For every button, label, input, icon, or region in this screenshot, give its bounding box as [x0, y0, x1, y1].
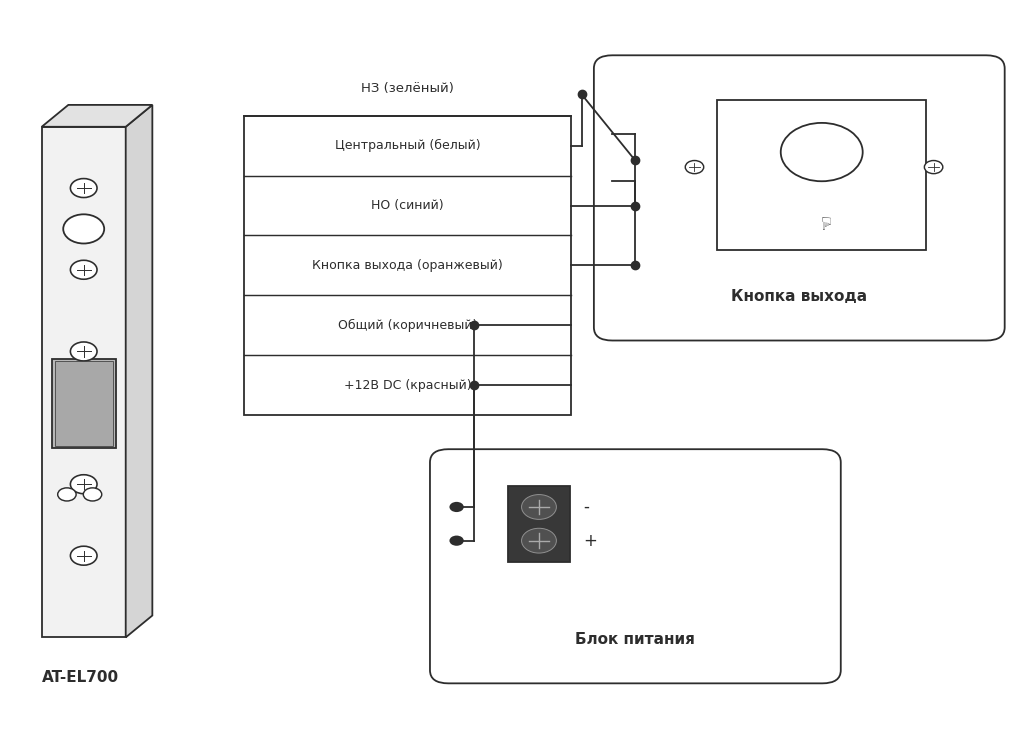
- Polygon shape: [41, 105, 152, 126]
- Circle shape: [521, 528, 556, 553]
- Text: Кнопка выхода: Кнопка выхода: [731, 290, 867, 304]
- Bar: [55, 362, 112, 446]
- Circle shape: [449, 502, 464, 512]
- Text: НО (синий): НО (синий): [371, 199, 444, 212]
- Circle shape: [924, 160, 942, 173]
- Text: +12В DC (красный): +12В DC (красный): [344, 379, 472, 392]
- Circle shape: [70, 260, 97, 279]
- Text: Кнопка выхода (оранжевый): Кнопка выхода (оранжевый): [312, 259, 503, 272]
- Circle shape: [70, 546, 97, 565]
- Text: НЗ (зелёный): НЗ (зелёный): [360, 82, 454, 96]
- Circle shape: [70, 179, 97, 198]
- Text: AT-EL700: AT-EL700: [41, 670, 118, 685]
- FancyBboxPatch shape: [430, 449, 840, 684]
- Circle shape: [70, 342, 97, 361]
- Circle shape: [58, 488, 76, 501]
- Circle shape: [70, 475, 97, 494]
- Bar: [243, 116, 572, 415]
- Circle shape: [63, 215, 104, 243]
- Circle shape: [521, 495, 556, 520]
- Text: Блок питания: Блок питания: [576, 632, 695, 647]
- FancyBboxPatch shape: [594, 55, 1004, 340]
- Text: Центральный (белый): Центральный (белый): [335, 139, 480, 152]
- Bar: [508, 486, 570, 562]
- Bar: [717, 99, 926, 250]
- Text: ☝: ☝: [818, 211, 829, 229]
- Bar: [52, 359, 115, 448]
- Circle shape: [781, 123, 863, 182]
- Polygon shape: [41, 126, 126, 637]
- Text: +: +: [583, 531, 597, 550]
- Circle shape: [449, 536, 464, 546]
- Circle shape: [685, 160, 703, 173]
- Polygon shape: [126, 105, 152, 637]
- Circle shape: [83, 488, 102, 501]
- Text: Общий (коричневый): Общий (коричневый): [338, 319, 477, 331]
- Text: -: -: [583, 498, 589, 516]
